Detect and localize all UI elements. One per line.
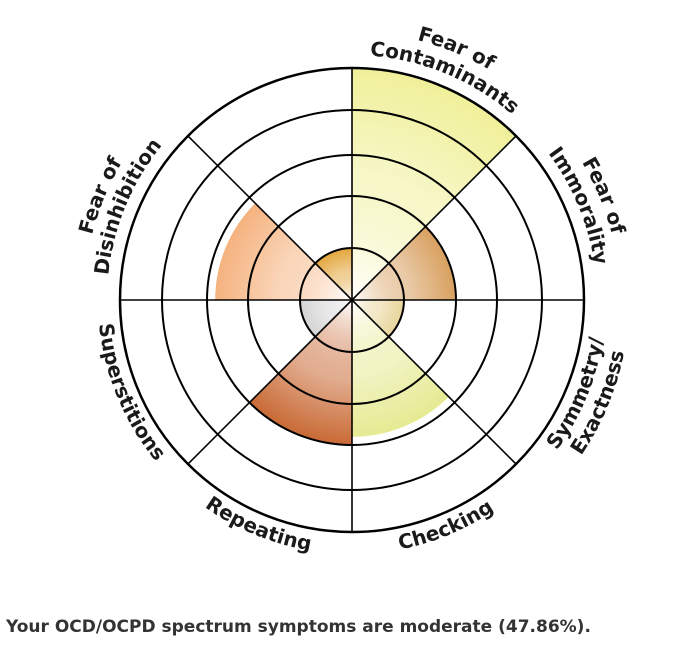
data-sectors	[215, 68, 517, 445]
sector-3	[352, 300, 449, 437]
category-label-5-0: Superstitions	[94, 322, 171, 465]
sector-7	[315, 248, 352, 300]
sector-4	[249, 300, 352, 445]
grid-spoke-3	[351, 299, 517, 465]
grid-spoke-5	[187, 299, 353, 465]
sector-5	[300, 300, 352, 337]
grid-spoke-7	[187, 135, 353, 301]
sector-2	[352, 300, 404, 337]
category-label-4-0: Repeating	[202, 491, 314, 555]
grid	[118, 66, 586, 534]
sector-0	[352, 68, 517, 300]
grid-spoke-1	[351, 135, 517, 301]
sector-1	[352, 226, 456, 300]
sector-6	[215, 203, 352, 300]
summary-text: Your OCD/OCPD spectrum symptoms are mode…	[6, 617, 591, 637]
